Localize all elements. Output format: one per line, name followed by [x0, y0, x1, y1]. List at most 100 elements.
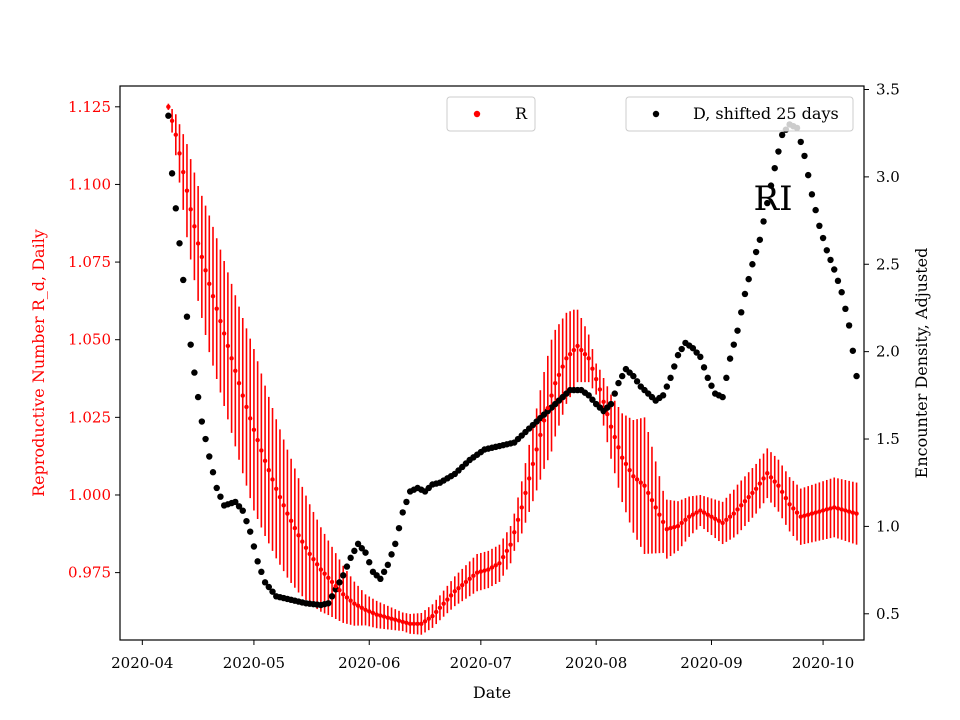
r-point [851, 510, 855, 514]
d-point [667, 375, 673, 381]
d-point [377, 576, 383, 582]
legend-d: D, shifted 25 days [626, 97, 853, 131]
r-point [237, 381, 241, 385]
d-point [214, 485, 220, 491]
r-point [170, 119, 174, 123]
r-point [683, 518, 687, 522]
legend-d-marker [653, 111, 659, 117]
d-point [173, 205, 179, 211]
d-point [191, 369, 197, 375]
r-point [188, 207, 192, 211]
d-point [805, 172, 811, 178]
r-point [460, 583, 464, 587]
r-point [728, 515, 732, 519]
r-point [557, 373, 561, 377]
d-point [757, 237, 763, 243]
r-point [765, 471, 769, 475]
d-point [217, 493, 223, 499]
r-point [717, 519, 721, 523]
r-point [401, 620, 405, 624]
d-point [738, 309, 744, 315]
r-point [657, 512, 661, 516]
d-point [381, 569, 387, 575]
r-point [270, 477, 274, 481]
d-point [734, 327, 740, 333]
d-point [775, 148, 781, 154]
y-left-tick-label-1: 1.000 [68, 486, 111, 504]
r-point [512, 530, 516, 534]
r-point [720, 521, 724, 525]
r-point [613, 435, 617, 439]
y-left-tick-label-6: 1.125 [68, 98, 111, 116]
d-point [340, 572, 346, 578]
r-point [196, 241, 200, 245]
d-point [251, 543, 257, 549]
r-point [386, 615, 390, 619]
r-point [382, 614, 386, 618]
r-point [854, 511, 858, 515]
d-point [664, 383, 670, 389]
r-point [598, 387, 602, 391]
y-left-tick-label-5: 1.100 [68, 175, 111, 193]
d-point [184, 313, 190, 319]
r-point [609, 424, 613, 428]
r-point [665, 527, 669, 531]
x-tick-label-1: 2020-05 [223, 654, 285, 672]
r-point [624, 462, 628, 466]
y-right-tick-label-3: 2.0 [876, 343, 900, 361]
r-point [423, 619, 427, 623]
d-point [745, 276, 751, 282]
d-point [247, 528, 253, 534]
y-left-tick-label-3: 1.050 [68, 331, 111, 349]
r-point [627, 468, 631, 472]
r-point [475, 570, 479, 574]
d-point [634, 378, 640, 384]
r-point [311, 557, 315, 561]
r-point [650, 498, 654, 502]
d-point [675, 352, 681, 358]
r-point [315, 562, 319, 566]
r-point [579, 348, 583, 352]
r-point [754, 487, 758, 491]
legend-r-marker [474, 111, 480, 117]
y-right-tick-label-0: 0.5 [876, 605, 900, 623]
d-point [731, 341, 737, 347]
r-point [244, 405, 248, 409]
d-point [165, 113, 171, 119]
d-point [798, 139, 804, 145]
r-point [393, 618, 397, 622]
r-point [694, 510, 698, 514]
r-point [739, 503, 743, 507]
r-point [374, 612, 378, 616]
r-point [709, 515, 713, 519]
r-point [773, 479, 777, 483]
r-point [784, 496, 788, 500]
r-point [226, 344, 230, 348]
r-point [430, 614, 434, 618]
r-point [527, 476, 531, 480]
d-point [258, 569, 264, 575]
r-point [553, 381, 557, 385]
r-point [192, 224, 196, 228]
r-point [360, 606, 364, 610]
x-tick-label-3: 2020-07 [450, 654, 512, 672]
r-point [743, 499, 747, 503]
r-point [795, 510, 799, 514]
x-tick-label-0: 2020-04 [111, 654, 173, 672]
d-point [202, 436, 208, 442]
legend-r: R [447, 97, 535, 131]
r-point [750, 491, 754, 495]
r-point [616, 445, 620, 449]
d-point [842, 306, 848, 312]
r-point [322, 571, 326, 575]
d-point [853, 373, 859, 379]
d-point [801, 153, 807, 159]
r-point [542, 418, 546, 422]
d-point [809, 191, 815, 197]
d-point [362, 549, 368, 555]
r-point [746, 495, 750, 499]
r-point [713, 517, 717, 521]
d-point [697, 354, 703, 360]
d-point [723, 375, 729, 381]
r-point [389, 616, 393, 620]
